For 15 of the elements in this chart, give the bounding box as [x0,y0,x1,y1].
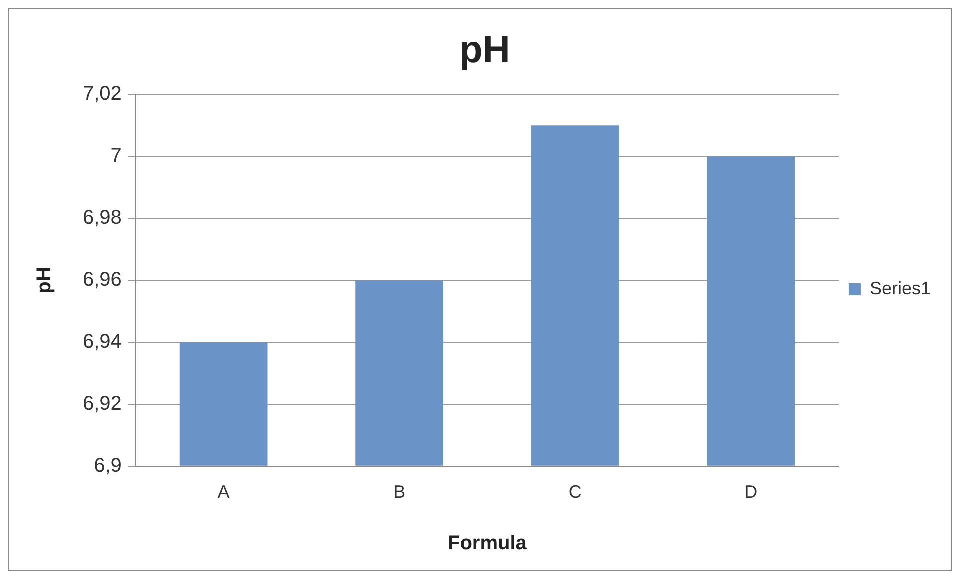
y-axis-title: pH [34,267,56,294]
y-tick-label: 7,02 [82,83,122,106]
x-tick-label: C [568,482,582,502]
x-tick-label: D [744,482,758,502]
x-tick-label: A [218,482,230,502]
chart-title: pH [460,29,510,72]
y-tick-label: 6,98 [82,207,122,230]
y-tick-label: 6,94 [82,330,122,353]
legend-label: Series1 [870,278,931,298]
y-tick-label: 6,96 [82,269,122,292]
y-tick-label: 6,92 [82,392,122,415]
y-tick-label: 6,9 [94,454,122,477]
x-tick-label: B [394,482,406,502]
x-axis-title: Formula [448,532,528,555]
y-tick-label: 7 [110,145,122,168]
